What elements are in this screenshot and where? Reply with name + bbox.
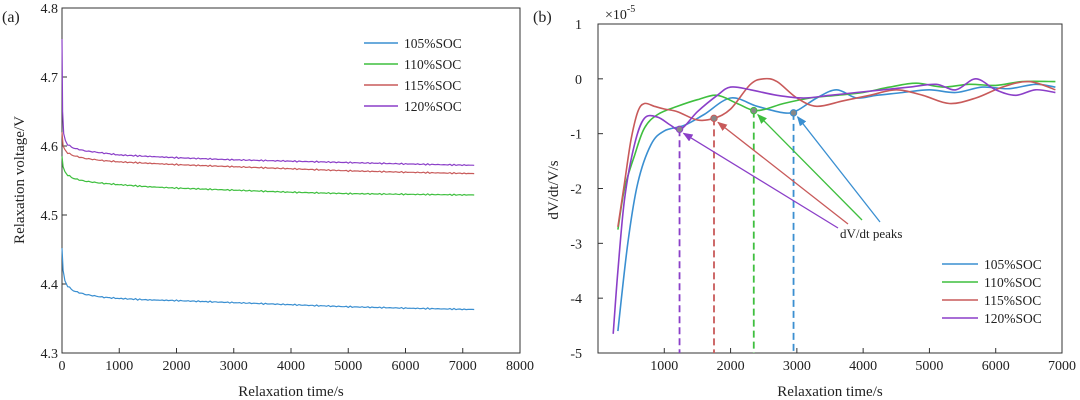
panel-a-series xyxy=(61,38,475,311)
peaks-annotation: dV/dt peaks xyxy=(840,226,902,241)
panel-b-legend-label: 105%SOC xyxy=(984,257,1042,272)
panel-b-ytick-label: 1 xyxy=(575,18,582,33)
panel-b-series-115pctsoc xyxy=(617,77,1056,228)
panel-a-ytick-label: 4.3 xyxy=(41,347,59,362)
panel-a-legend: 105%SOC 110%SOC 115%SOC 120%SOC xyxy=(364,36,462,114)
panel-b-ticks: 1000 2000 3000 4000 5000 6000 7000 -5 -4 -3 -2 -1 0 1 xyxy=(570,18,1076,374)
panel-a-legend-label: 110%SOC xyxy=(404,57,461,72)
panel-a-xtick-label: 6000 xyxy=(392,359,420,374)
panel-a-legend-label: 105%SOC xyxy=(404,36,462,51)
panel-b-scale-exponent: -5 xyxy=(627,4,635,15)
panel-b-legend: 105%SOC 110%SOC 115%SOC 120%SOC xyxy=(942,257,1042,326)
panel-b-legend-label: 115%SOC xyxy=(984,293,1041,308)
panel-b-label: (b) xyxy=(533,9,552,26)
panel-a-ylabel: Relaxation voltage/V xyxy=(12,116,28,244)
panel-b-ytick-label: -5 xyxy=(570,347,582,362)
panel-a-xtick-label: 1000 xyxy=(105,359,133,374)
peak-marker xyxy=(675,125,684,133)
panel-a-xtick-label: 5000 xyxy=(334,359,362,374)
panel-a-ytick-label: 4.8 xyxy=(41,2,59,17)
panel-b-ytick-label: -2 xyxy=(570,183,582,198)
panel-a-xlabel: Relaxation time/s xyxy=(238,384,344,400)
panel-b-xtick-label: 6000 xyxy=(982,359,1010,374)
panel-b-ytick-label: -4 xyxy=(570,292,582,307)
panel-b-series-110pctsoc xyxy=(617,80,1056,230)
panel-b-xtick-label: 3000 xyxy=(783,359,811,374)
panel-b-ytick-label: -1 xyxy=(570,128,582,143)
panel-a-ticks: 0 1000 2000 3000 4000 5000 6000 7000 8000 4.3 4.4 4… xyxy=(41,2,535,374)
panel-b-xtick-label: 5000 xyxy=(915,359,943,374)
panel-b-series-105pctsoc xyxy=(617,83,1056,332)
panel-a-ytick-label: 4.5 xyxy=(41,209,59,224)
peak-marker xyxy=(750,106,758,115)
panel-a-ytick-label: 4.6 xyxy=(41,140,59,155)
panel-a-legend-label: 115%SOC xyxy=(404,78,461,93)
panel-a: (a) 0 1000 2000 3000 4000 5000 6000 7000 8000 4.3… xyxy=(2,2,534,400)
panel-a-label: (a) xyxy=(2,9,20,26)
panel-b-ytick-label: -3 xyxy=(570,237,582,252)
panel-b-xtick-label: 7000 xyxy=(1048,359,1076,374)
panel-b-xtick-label: 1000 xyxy=(650,359,678,374)
panel-b-ytick-label: 0 xyxy=(575,73,582,88)
panel-a-ytick-label: 4.7 xyxy=(41,71,59,86)
panel-a-series-120pctsoc xyxy=(61,38,475,167)
panel-b-scale-base: ×10 xyxy=(605,8,627,23)
panel-b-series-120pctsoc xyxy=(612,77,1056,334)
peak-arrow xyxy=(757,113,863,221)
panel-b-xlabel: Relaxation time/s xyxy=(777,384,883,400)
peak-arrow xyxy=(717,121,849,225)
panel-b-ylabel: dV/dt/V/s xyxy=(546,160,562,219)
panel-b-legend-label: 110%SOC xyxy=(984,275,1041,290)
peak-marker xyxy=(710,114,718,123)
panel-b-series xyxy=(612,77,1056,334)
panel-b-legend-label: 120%SOC xyxy=(984,311,1042,326)
panel-b-xtick-label: 2000 xyxy=(717,359,745,374)
peak-arrow xyxy=(796,116,881,223)
panel-b-xtick-label: 4000 xyxy=(849,359,877,374)
panel-a-series-105pctsoc xyxy=(61,248,475,311)
peak-arrow xyxy=(682,132,839,229)
panel-a-xtick-label: 2000 xyxy=(163,359,191,374)
panel-a-series-115pctsoc xyxy=(61,132,475,175)
panel-a-series-110pctsoc xyxy=(61,156,475,197)
panel-b-peak-arrows xyxy=(682,113,881,229)
panel-a-xtick-label: 3000 xyxy=(220,359,248,374)
panel-b-peak-lines xyxy=(678,110,795,353)
panel-a-xtick-label: 8000 xyxy=(506,359,534,374)
panel-a-ytick-label: 4.4 xyxy=(41,278,59,293)
panel-a-xtick-label: 0 xyxy=(59,359,66,374)
panel-b-scale-label: ×10-5 xyxy=(605,4,635,23)
panel-b: (b) ×10-5 1000 2000 3000 4000 5000 6000 7000-5… xyxy=(533,4,1076,400)
peak-marker xyxy=(789,109,798,117)
panel-a-xtick-label: 4000 xyxy=(277,359,305,374)
panel-a-legend-label: 120%SOC xyxy=(404,99,462,114)
panel-a-xtick-label: 7000 xyxy=(449,359,477,374)
